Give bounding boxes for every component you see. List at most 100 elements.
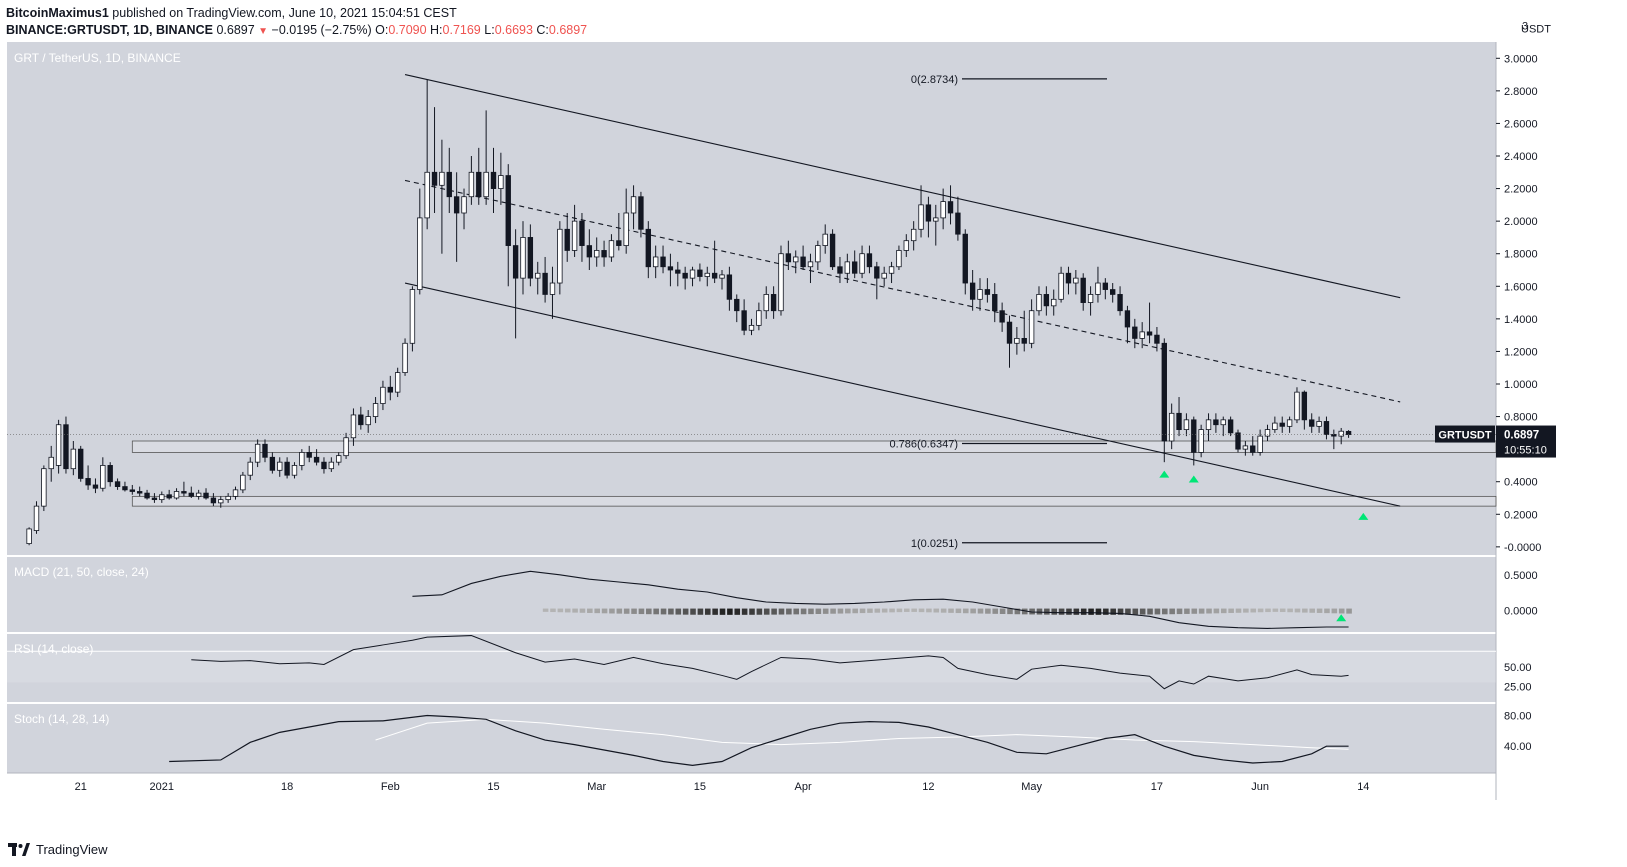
candle-down [667,266,674,271]
candle-down [601,250,607,258]
candle-up [1338,430,1344,437]
macd-hist-bar [1191,608,1198,614]
candle-down [313,456,320,463]
candle-up [535,272,541,279]
author-name[interactable]: BitcoinMaximus1 [6,6,109,20]
candle-up [793,256,799,263]
candle-up [409,289,416,344]
candle-up [1139,331,1145,339]
price-tick-label: 1.8000 [1504,249,1538,261]
candle-down [284,461,290,476]
price-tick-label: 1.4000 [1504,314,1538,326]
candle-down [837,266,843,274]
macd-hist-bar [1110,608,1116,615]
macd-hist-bar [704,608,711,615]
pane-bg-0 [7,42,1496,555]
candle-down [734,298,740,312]
channel-middle-line [404,179,1401,403]
candle-up [402,342,408,373]
green-triangle-marker [1159,470,1170,478]
candle-down [136,491,143,494]
time-tick-label: 21 [75,781,87,793]
macd-hist-bar [1250,608,1257,613]
macd-hist-bar [631,608,637,614]
candle-up [822,233,828,246]
candle-up [571,220,578,251]
candle-up [756,310,762,326]
candle-down [925,204,932,222]
macd-hist-bar [1036,608,1043,615]
candle-up [365,416,371,426]
candle-up [461,196,467,214]
macd-hist-bar [1243,608,1249,613]
macd-hist-bar [1257,608,1264,613]
macd-hist-bar [697,608,704,615]
macd-hist-bar [852,608,858,614]
footer: TradingView [8,842,108,857]
macd-hist-bar [904,608,910,612]
macd-hist-bar [992,608,999,614]
macd-hist-bar [867,608,873,613]
candle-down [166,494,172,499]
candle-up [424,171,430,219]
last-price-badge-value: 0.6897 [1504,430,1539,442]
macd-hist-bar [830,608,836,614]
candle-up [844,261,851,274]
candle-down [741,310,747,331]
rsi-band [7,651,1496,683]
candle-up [1028,310,1035,344]
price-tick-label: 0.4000 [1504,477,1538,489]
open-label: O: [375,23,389,37]
candle-down [947,201,954,214]
macd-hist-bar [822,608,829,614]
macd-hist-bar [815,608,822,614]
candle-down [63,424,69,470]
candle-down [770,294,777,312]
macd-hist-bar [564,608,571,613]
macd-hist-bar [896,608,903,613]
publish-info: published on TradingView.com, June 10, 2… [112,6,457,20]
price-tick-label: 1.2000 [1504,346,1538,358]
macd-hist-bar [660,608,667,615]
macd-hist-bar [1147,608,1153,615]
macd-hist-bar [771,608,777,615]
macd-hist-bar [734,608,741,615]
candle-down [505,175,511,246]
candle-up [439,171,445,186]
macd-hist-bar [690,608,696,615]
chart-title: GRT / TetherUS, 1D, BINANCE [14,51,181,65]
macd-tick-label: 0.0000 [1504,606,1538,618]
macd-hist-bar [1294,608,1301,613]
time-tick-label: Mar [587,781,606,793]
macd-hist-bar [668,608,674,615]
macd-hist-bar [719,608,726,615]
time-tick-label: Jun [1251,781,1269,793]
footer-brand[interactable]: TradingView [36,842,108,857]
candle-down [829,233,836,268]
macd-hist-bar [1073,608,1080,615]
macd-hist-bar [601,608,608,614]
macd-hist-bar [1162,608,1168,615]
macd-hist-bar [638,608,645,615]
macd-label: MACD (21, 50, close, 24) [14,565,149,579]
close-label: C: [536,23,549,37]
macd-hist-bar [977,608,984,614]
candle-down [1345,430,1352,435]
candle-up [1294,391,1300,421]
candle-up [630,196,637,214]
candle-down [358,414,364,426]
macd-hist-bar [800,608,807,615]
candle-up [1272,422,1278,431]
currency-label: USDT [1521,23,1551,35]
macd-hist-bar [1044,608,1050,615]
candle-down [431,171,438,186]
time-tick-label: 17 [1151,781,1163,793]
candle-down [962,233,968,284]
macd-hist-bar [874,608,881,613]
time-tick-label: 15 [694,781,706,793]
macd-hist-bar [1235,608,1242,613]
down-arrow-icon: ▼ [258,26,269,37]
candle-down [1110,289,1116,295]
candle-up [247,461,253,476]
